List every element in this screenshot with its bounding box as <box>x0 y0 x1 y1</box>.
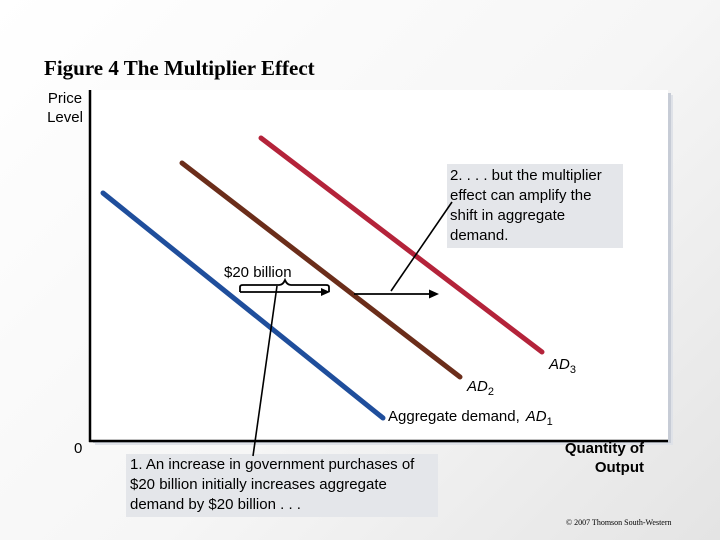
government-callout-leader <box>252 285 278 457</box>
multiplier-callout: 2. . . . but the multiplier effect can a… <box>447 164 623 248</box>
ad3-label: AD3 <box>548 356 576 376</box>
ad2-subscript: 2 <box>488 386 494 398</box>
ad2-curve <box>179 160 463 380</box>
shift-arrow-ad2-ad3 <box>354 289 439 299</box>
ad2-label: AD2 <box>466 378 494 398</box>
x-axis-label: Quantity of Output <box>564 440 644 476</box>
ad1-subscript: 1 <box>547 416 553 428</box>
figure-title: Figure 4 The Multiplier Effect <box>44 56 315 80</box>
plot-area <box>90 90 668 440</box>
ad3-curve <box>258 135 545 355</box>
ad1-name: Aggregate demand, <box>388 408 520 425</box>
government-purchases-callout: 1. An increase in government purchases o… <box>126 454 438 517</box>
copyright-notice: © 2007 Thomson South-Western <box>566 518 672 527</box>
ad3-symbol: AD <box>548 356 570 373</box>
ad1-symbol: AD <box>525 408 547 425</box>
shift-label: $20 billion <box>224 264 292 281</box>
y-axis-label: Price Level <box>47 90 83 126</box>
multiplier-callout-leader <box>390 201 453 292</box>
shift-bracket <box>239 277 330 292</box>
shift-arrow-ad1-ad2 <box>240 288 330 296</box>
ad2-symbol: AD <box>466 378 488 395</box>
origin-label: 0 <box>74 440 83 457</box>
ad1-label: Aggregate demand, AD1 <box>388 408 553 428</box>
ad3-subscript: 3 <box>570 364 576 376</box>
ad1-curve <box>100 190 386 421</box>
